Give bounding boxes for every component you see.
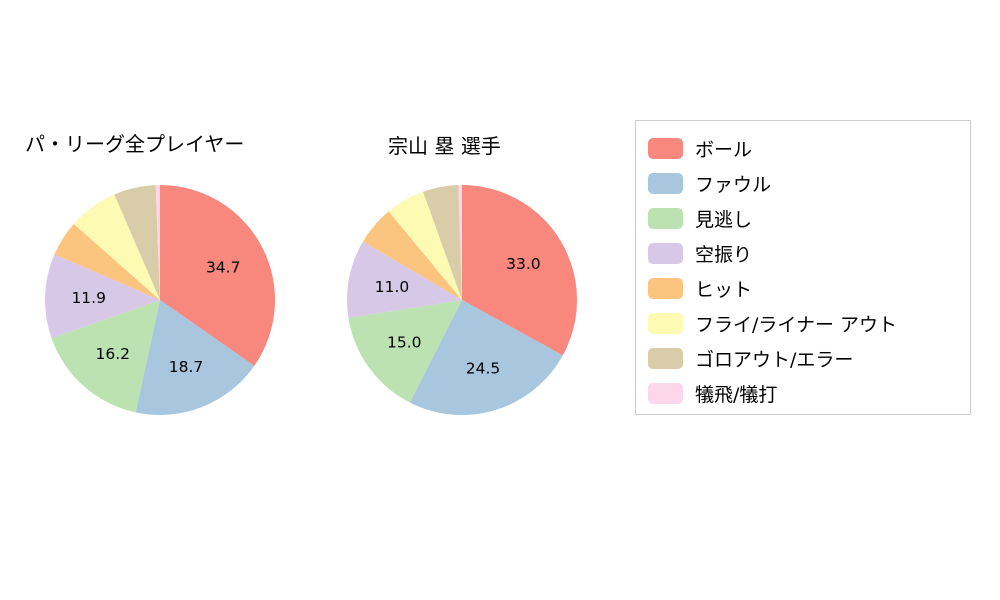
pie-slice: [54, 223, 160, 300]
legend-item: フライ/ライナー アウト: [648, 306, 960, 341]
pie-slice: [423, 185, 462, 300]
pie-slice: [347, 241, 462, 318]
legend-item: 犠飛/犠打: [648, 376, 960, 411]
legend: ボールファウル見逃し空振りヒットフライ/ライナー アウト ゴロアウト/エラー 犠飛/…: [635, 120, 971, 415]
legend-item: ヒット: [648, 271, 960, 306]
legend-label: ボール: [695, 139, 753, 161]
pie-slice: [155, 185, 160, 300]
legend-item: 見逃し: [648, 201, 960, 236]
slice-value-label: 34.7: [206, 259, 241, 277]
left-pie-title: パ・リーグ全プレイヤー: [25, 132, 245, 156]
pie-slice: [45, 254, 161, 339]
pie-slice: [388, 191, 462, 300]
legend-label: 犠飛/犠打: [695, 384, 778, 406]
legend-swatch: [648, 208, 683, 229]
right-pie-title: 宗山 塁 選手: [388, 134, 501, 158]
slice-value-label: 15.0: [387, 333, 422, 351]
left-pie-chart: 34.7 18.7 16.2 11.9: [45, 185, 275, 416]
pie-slice: [160, 185, 275, 366]
pie-slice: [73, 194, 160, 300]
legend-swatch: [648, 383, 683, 404]
slice-value-label: 11.9: [71, 289, 106, 307]
slice-value-label: 16.2: [96, 345, 131, 363]
pie-slice: [51, 300, 161, 413]
legend-item: ファウル: [648, 166, 960, 201]
pie-slice: [363, 211, 462, 300]
right-pie-chart: 33.0 24.5 15.0 11.0: [347, 185, 578, 416]
legend-label: ゴロアウト/エラー: [695, 349, 854, 371]
pie-slice: [462, 185, 578, 356]
legend-swatch: [648, 243, 683, 264]
pie-slice: [409, 300, 563, 416]
slice-value-label: 11.0: [375, 278, 410, 296]
legend-item: ボール: [648, 131, 960, 166]
legend-item: ゴロアウト/エラー: [648, 341, 960, 376]
legend-swatch: [648, 278, 683, 299]
legend-label: 見逃し: [695, 209, 753, 231]
slice-value-label: 24.5: [466, 360, 501, 378]
pie-slice: [348, 300, 462, 403]
legend-label: ヒット: [695, 279, 753, 301]
legend-swatch: [648, 348, 683, 369]
legend-label: ファウル: [695, 174, 772, 196]
slice-value-label: 33.0: [506, 255, 541, 273]
legend-swatch: [648, 173, 683, 194]
pie-slice: [135, 300, 255, 416]
legend-swatch: [648, 313, 683, 334]
legend-item: 空振り: [648, 236, 960, 271]
legend-swatch: [648, 138, 683, 159]
legend-label: 空振り: [695, 244, 753, 266]
pie-slice: [114, 185, 160, 300]
legend-label: フライ/ライナー アウト: [695, 314, 898, 336]
pie-slice: [458, 185, 462, 300]
slice-value-label: 18.7: [169, 358, 204, 376]
